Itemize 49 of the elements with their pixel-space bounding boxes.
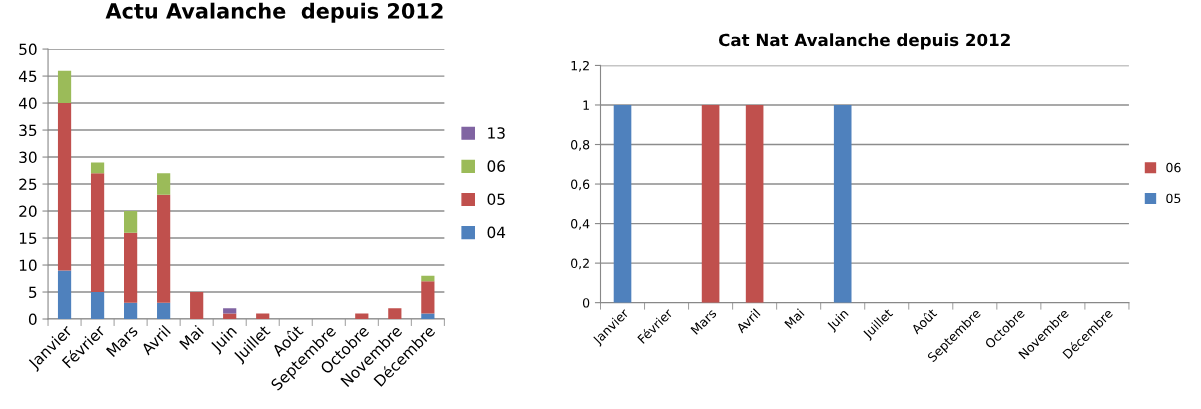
bar xyxy=(190,292,204,320)
y-tick-label: 10 xyxy=(19,259,37,272)
bar xyxy=(256,313,270,320)
bar xyxy=(355,313,369,320)
y-tick-label: 5 xyxy=(29,286,37,299)
y-tick-label: 35 xyxy=(19,124,37,137)
chart-title: Actu Avalanche depuis 2012 xyxy=(105,2,443,23)
bar xyxy=(388,308,402,320)
y-tick-label: 0 xyxy=(582,298,590,308)
bar xyxy=(157,302,171,320)
legend-label: 05 xyxy=(487,193,505,206)
y-tick-label: 45 xyxy=(18,70,37,83)
legend-label: 13 xyxy=(488,127,505,139)
y-tick-label: 15 xyxy=(19,232,37,245)
legend-label: 04 xyxy=(487,226,506,239)
bar xyxy=(57,70,72,104)
y-tick-label: 1,2 xyxy=(571,60,589,72)
y-tick-label: 0 xyxy=(28,313,37,326)
bar xyxy=(157,194,171,303)
bar xyxy=(223,308,237,314)
legend-label: 06 xyxy=(1166,162,1181,173)
bar xyxy=(90,162,105,174)
y-tick-label: 1 xyxy=(583,100,589,110)
legend-label: 06 xyxy=(487,160,506,172)
bar xyxy=(421,281,435,314)
bar xyxy=(57,270,72,320)
bar xyxy=(223,313,237,320)
chart-title: Cat Nat Avalanche depuis 2012 xyxy=(718,33,1010,50)
y-tick-label: 0,8 xyxy=(571,139,590,151)
y-tick-label: 0,4 xyxy=(571,219,590,230)
bar xyxy=(157,173,171,195)
bar xyxy=(57,103,72,271)
bar xyxy=(124,211,138,233)
x-tick-label: Mai xyxy=(784,308,805,329)
y-tick-label: 25 xyxy=(19,178,37,191)
bar xyxy=(421,275,435,282)
y-tick-label: 50 xyxy=(19,43,37,56)
y-tick-label: 30 xyxy=(19,151,37,164)
bar xyxy=(124,302,138,320)
bar xyxy=(124,232,138,303)
bar xyxy=(90,292,105,320)
y-tick-label: 40 xyxy=(18,97,37,110)
bar xyxy=(421,313,435,320)
bar xyxy=(90,173,105,293)
legend-label: 05 xyxy=(1166,193,1181,204)
x-tick-label: Mai xyxy=(178,324,205,351)
y-tick-label: 0,6 xyxy=(571,179,590,191)
y-tick-label: 20 xyxy=(19,205,37,218)
y-tick-label: 0,2 xyxy=(571,258,589,270)
